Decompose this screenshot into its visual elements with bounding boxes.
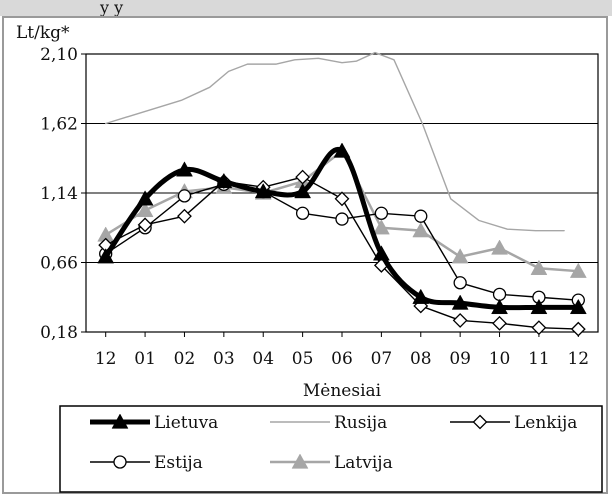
x-tick-label: 05 [292, 349, 314, 369]
data-point-estija [414, 209, 428, 223]
x-tick-label: 10 [489, 349, 511, 369]
x-tick-label: 01 [134, 349, 156, 369]
data-point-latvija [491, 239, 508, 255]
data-point-estija [492, 287, 507, 302]
data-point-estija [335, 212, 349, 226]
data-point-lietuva [294, 183, 312, 199]
series-layer [97, 51, 587, 337]
legend-item-lenkija: Lenkija [450, 413, 577, 433]
y-tick-label: 1,14 [40, 184, 78, 204]
x-tick-label: 09 [449, 349, 471, 369]
data-point-lenkija [137, 217, 153, 233]
cropped-header-strip: y y [0, 0, 612, 17]
data-point-lenkija [334, 191, 350, 207]
x-axis-label: Mėnesiai [303, 381, 382, 401]
data-point-lietuva [412, 288, 430, 304]
data-point-lietuva [569, 298, 587, 315]
legend-item-estija: Estija [90, 453, 203, 473]
x-tick-label: 12 [95, 349, 117, 369]
y-axis-label: Lt/kg* [16, 23, 70, 43]
data-point-lietuva [254, 183, 272, 199]
data-point-latvija [569, 262, 587, 278]
data-point-lietuva [97, 248, 115, 264]
data-point-estija [177, 189, 192, 203]
legend-label-lenkija: Lenkija [514, 413, 577, 433]
x-tick-label: 11 [528, 349, 550, 369]
series-lenkija [98, 169, 586, 337]
x-axis-ticks: 12 01 02 03 04 05 06 07 08 09 10 11 12 [95, 332, 589, 369]
data-point-lietuva [451, 294, 469, 310]
y-tick-label: 0,18 [40, 323, 78, 343]
data-point-latvija [136, 201, 154, 218]
data-point-latvija [412, 222, 430, 238]
series-line-rusija [104, 51, 565, 232]
data-point-lietuva [136, 190, 154, 206]
legend-box [59, 405, 603, 493]
legend-swatch-marker-estija [113, 455, 127, 469]
data-point-latvija [372, 219, 390, 235]
y-axis-ticks: 0,18 0,66 1,14 1,62 2,10 [40, 45, 86, 343]
legend-item-rusija: Rusija [270, 413, 387, 433]
legend-item-lietuva: Lietuva [90, 413, 218, 433]
x-tick-label: 12 [567, 349, 589, 369]
data-point-lenkija [570, 321, 586, 337]
data-point-lenkija [492, 315, 507, 331]
x-tick-label: 07 [371, 349, 393, 369]
legend-label-lietuva: Lietuva [154, 413, 218, 433]
x-tick-label: 03 [213, 349, 235, 369]
x-tick-label: 04 [252, 349, 274, 369]
cropped-header-text: y y [100, 0, 124, 17]
legend: Lietuva Rusija Lenkija Estija Latvija [90, 413, 577, 473]
x-tick-label: 08 [410, 349, 432, 369]
data-point-lietuva [215, 172, 233, 189]
data-point-lietuva [530, 298, 548, 315]
data-point-lenkija [531, 320, 547, 336]
legend-swatch-marker-lenkija [472, 414, 488, 430]
legend-item-latvija: Latvija [270, 453, 393, 473]
x-tick-label: 06 [331, 349, 353, 369]
data-point-latvija [530, 259, 548, 275]
series-latvija [97, 142, 587, 278]
series-rusija [104, 51, 565, 232]
legend-swatch-marker-lietuva [111, 413, 129, 429]
series-lietuva [97, 142, 587, 315]
data-point-lietuva [372, 245, 390, 261]
legend-label-rusija: Rusija [334, 413, 387, 433]
data-point-estija [453, 276, 467, 290]
y-tick-label: 0,66 [40, 254, 78, 274]
data-point-estija [374, 206, 389, 220]
data-point-lietuva [491, 298, 508, 315]
data-point-latvija [451, 248, 469, 264]
legend-swatch-marker-latvija [291, 453, 309, 469]
data-point-lenkija [452, 312, 468, 328]
series-line-latvija [104, 149, 580, 273]
data-point-lietuva [333, 142, 351, 158]
data-point-lenkija [177, 208, 192, 224]
legend-label-latvija: Latvija [334, 453, 393, 473]
y-tick-label: 2,10 [40, 45, 78, 65]
data-point-estija [295, 206, 310, 220]
y-tick-label: 1,62 [40, 115, 78, 135]
data-point-lietuva [176, 161, 193, 177]
legend-label-estija: Estija [154, 453, 203, 473]
x-tick-label: 02 [174, 349, 196, 369]
